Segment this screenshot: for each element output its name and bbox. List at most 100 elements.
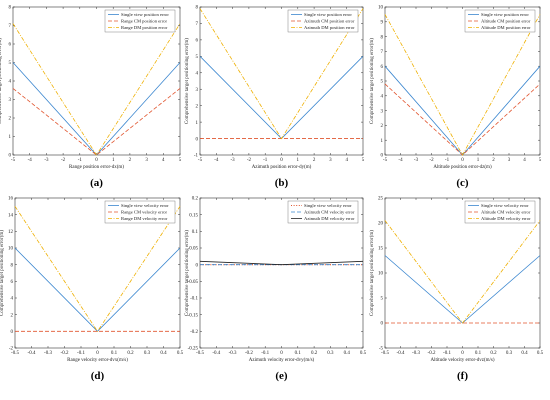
y-tick-label: 8 xyxy=(11,263,14,268)
y-tick-label: 6 xyxy=(9,43,12,48)
series-line-3 xyxy=(384,220,541,324)
y-tick-label: 10 xyxy=(8,247,14,252)
chart-panel-b: -5 -4 -3 -2 -1 0 1 2 3 4 5 -1 0 1 2 3 4 5 6 7 8 Azimuth posit… xyxy=(185,6,365,189)
legend-entry-2: Azimuth CM position error xyxy=(304,19,355,24)
y-tick-label: 16 xyxy=(8,197,14,202)
x-axis-label: Altitude position error-dz(m) xyxy=(433,165,492,170)
panel-label: (d) xyxy=(91,370,105,382)
x-tick-label: 2 xyxy=(492,158,495,163)
y-axis-label: Comprehensive target positioning error(m… xyxy=(0,38,3,124)
x-tick-label: -0.2 xyxy=(245,351,253,356)
y-tick-label: 5 xyxy=(196,55,199,60)
y-tick-label: 2 xyxy=(381,124,384,129)
y-tick-label: 7 xyxy=(381,50,384,55)
legend-box xyxy=(104,9,176,33)
panel-label: (c) xyxy=(456,177,469,189)
y-tick-label: 14 xyxy=(8,213,14,218)
legend-entry-1: Single view velocity error xyxy=(481,203,529,208)
series-line-3 xyxy=(199,8,364,140)
x-tick-label: -0.1 xyxy=(443,351,451,356)
y-tick-label: 10 xyxy=(378,6,384,11)
y-tick-label: 15 xyxy=(378,247,384,252)
legend-entry-1: Single view velocity error xyxy=(121,203,169,208)
x-tick-label: 0 xyxy=(280,158,283,163)
x-tick-label: -0.3 xyxy=(44,351,52,356)
x-tick-label: -3 xyxy=(44,158,49,163)
x-tick-label: 0 xyxy=(461,158,464,163)
x-tick-label: 0.3 xyxy=(506,351,513,356)
x-tick-label: 0 xyxy=(280,351,283,356)
legend-entry-1: Single view position error xyxy=(481,12,529,17)
x-tick-label: -2 xyxy=(247,158,252,163)
y-tick-label: -0.1 xyxy=(190,297,198,302)
x-tick-label: 5 xyxy=(539,158,542,163)
x-tick-label: -4 xyxy=(398,158,403,163)
x-tick-label: 0.2 xyxy=(490,351,497,356)
x-tick-label: 5 xyxy=(362,158,365,163)
legend-entry-3: Range DM position error xyxy=(121,25,168,30)
legend-entry-2: Range CM velocity error xyxy=(121,210,168,215)
x-tick-label: -0.2 xyxy=(428,351,436,356)
y-tick-label: 5 xyxy=(381,297,384,302)
y-tick-label: -0.05 xyxy=(188,280,199,285)
x-tick-label: 4 xyxy=(523,158,526,163)
legend-box xyxy=(287,200,359,224)
y-axis-label: Comprehensive target positioning error(m… xyxy=(185,38,190,124)
x-tick-label: 0.5 xyxy=(177,351,184,356)
x-tick-label: 0.1 xyxy=(475,351,482,356)
x-tick-label: 1 xyxy=(112,158,115,163)
x-tick-label: 0.1 xyxy=(295,351,302,356)
y-tick-label: 0.05 xyxy=(189,247,198,252)
x-tick-label: -1 xyxy=(445,158,450,163)
y-tick-label: 10 xyxy=(378,272,384,277)
x-tick-label: 3 xyxy=(508,158,511,163)
x-axis-label: Azimuth velocity error-dvy(m/s) xyxy=(249,358,315,363)
y-tick-label: 0 xyxy=(9,154,12,159)
y-tick-label: 7 xyxy=(9,24,12,29)
x-tick-label: 0 xyxy=(95,158,98,163)
y-tick-label: -5 xyxy=(379,347,384,352)
y-tick-label: 0.2 xyxy=(192,197,199,202)
x-tick-label: 0 xyxy=(461,351,464,356)
y-axis-label: Comprehensive target positioning error(m… xyxy=(370,230,375,316)
x-tick-label: -0.1 xyxy=(77,351,85,356)
x-tick-label: 3 xyxy=(329,158,332,163)
x-tick-label: -5 xyxy=(11,158,16,163)
x-axis-label: Azimuth position error-dy(m) xyxy=(252,165,312,170)
x-tick-label: -5 xyxy=(383,158,388,163)
chart-panel-d: -0.5 -0.4 -0.3 -0.2 -0.1 0 0.1 0.2 0.3 0.4 0.5 -2 0 2… xyxy=(0,197,184,382)
legend-entry-3: Azimuth DM position error xyxy=(304,25,355,30)
chart-panel-e: -0.5 -0.4 -0.3 -0.2 -0.1 0 0.1 0.2 0.3 0.4 0.5 -0.2… xyxy=(185,197,367,382)
series-line-3 xyxy=(12,23,181,156)
y-tick-label: 4 xyxy=(381,95,384,100)
y-tick-label: 6 xyxy=(381,65,384,70)
x-tick-label: -0.4 xyxy=(397,351,405,356)
x-tick-label: -0.5 xyxy=(196,351,204,356)
x-tick-label: -2 xyxy=(429,158,434,163)
x-tick-label: 0.2 xyxy=(127,351,134,356)
series-line-3 xyxy=(14,206,181,333)
x-tick-label: 0.5 xyxy=(537,351,544,356)
y-tick-label: -0.15 xyxy=(188,313,199,318)
x-tick-label: 0.5 xyxy=(360,351,367,356)
y-tick-label: 0 xyxy=(196,137,199,142)
y-tick-label: 1 xyxy=(9,135,12,140)
x-tick-label: -0.5 xyxy=(11,351,19,356)
x-tick-label: -2 xyxy=(61,158,66,163)
legend-entry-2: Altitude CM velocity error xyxy=(481,210,531,215)
y-tick-label: 5 xyxy=(9,61,12,66)
x-tick-label: -0.2 xyxy=(61,351,69,356)
y-tick-label: 3 xyxy=(196,88,199,93)
panel-label: (b) xyxy=(275,177,289,189)
legend-entry-3: Altitude DM velocity error xyxy=(481,216,531,221)
legend-entry-3: Altitude DM position error xyxy=(481,25,531,30)
y-tick-label: 1 xyxy=(381,139,384,144)
legend-entry-1: Single view velocity error xyxy=(304,203,352,208)
x-tick-label: -0.1 xyxy=(261,351,269,356)
y-axis-label: Comprehensive target positioning error(m… xyxy=(370,38,375,124)
y-axis-label: Comprehensive target positioning error(m… xyxy=(0,230,5,316)
legend-entry-2: Altitude CM position error xyxy=(481,19,531,24)
x-tick-label: 1 xyxy=(477,158,480,163)
y-tick-label: 8 xyxy=(9,6,12,11)
